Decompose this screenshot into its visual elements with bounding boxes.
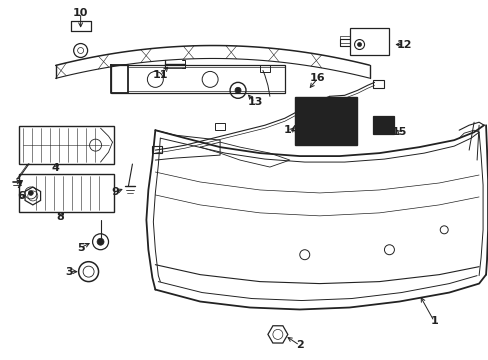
Circle shape <box>28 190 33 195</box>
Bar <box>19 126 113 164</box>
Bar <box>349 28 388 55</box>
Text: 3: 3 <box>65 267 72 276</box>
Text: 10: 10 <box>73 8 88 18</box>
Bar <box>372 116 394 134</box>
Text: 13: 13 <box>247 97 262 107</box>
Text: 14: 14 <box>284 125 299 135</box>
Bar <box>294 97 356 145</box>
Text: 8: 8 <box>57 212 64 222</box>
Text: 4: 4 <box>52 163 60 173</box>
Text: 11: 11 <box>152 71 168 80</box>
Circle shape <box>357 42 361 46</box>
Text: 1: 1 <box>429 316 437 327</box>
Text: 2: 2 <box>295 340 303 350</box>
Text: 5: 5 <box>77 243 84 253</box>
Bar <box>110 66 285 93</box>
Text: 9: 9 <box>111 187 119 197</box>
Circle shape <box>235 87 241 93</box>
Text: 16: 16 <box>309 73 325 84</box>
Bar <box>152 146 162 153</box>
Bar <box>260 66 269 72</box>
Bar <box>372 80 384 88</box>
Text: 15: 15 <box>391 127 406 137</box>
Bar <box>215 123 224 130</box>
Bar <box>19 174 113 212</box>
Text: 7: 7 <box>15 180 23 190</box>
Text: 12: 12 <box>396 40 411 50</box>
Circle shape <box>97 238 104 245</box>
Text: 6: 6 <box>17 191 25 201</box>
